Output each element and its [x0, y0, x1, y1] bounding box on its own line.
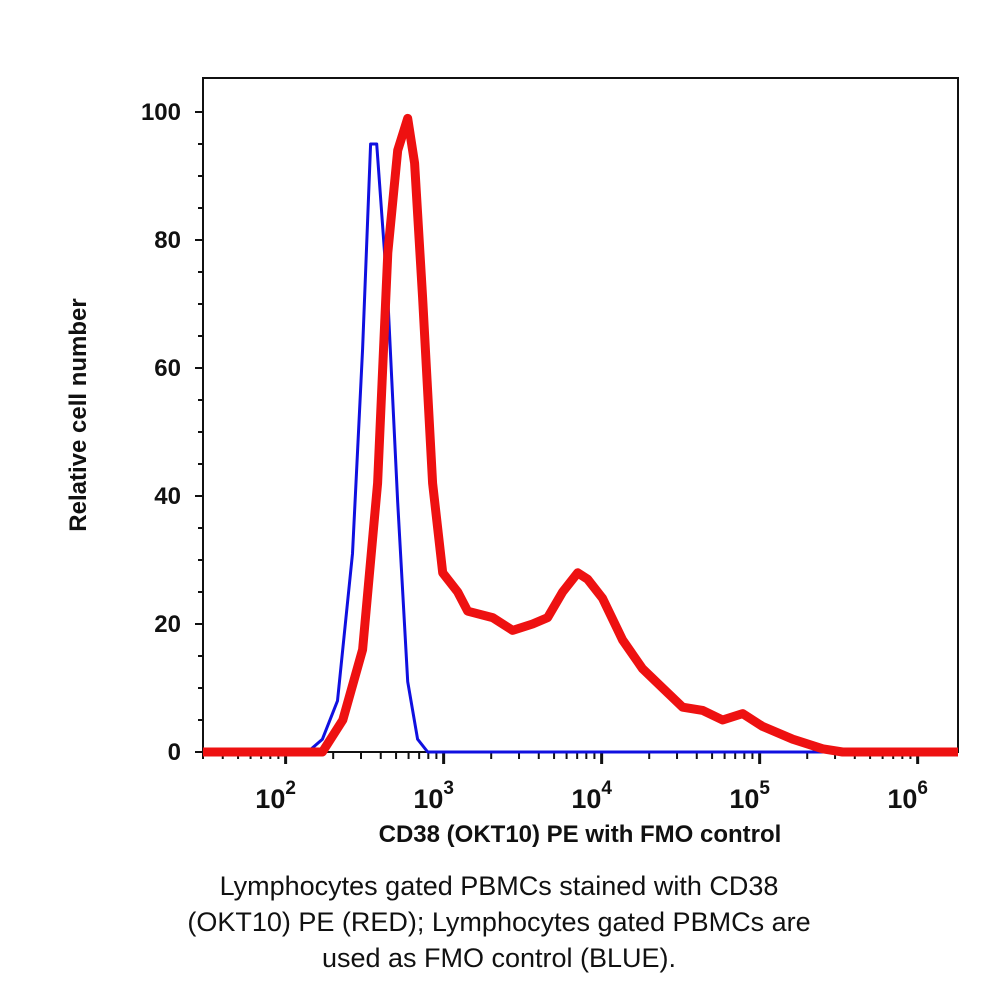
- caption-line: Lymphocytes gated PBMCs stained with CD3…: [219, 871, 779, 901]
- x-tick-label: 104: [571, 778, 612, 814]
- x-tick-base: 10: [413, 784, 443, 814]
- caption-line: (OKT10) PE (RED); Lymphocytes gated PBMC…: [187, 907, 811, 937]
- y-tick-label: 40: [154, 483, 181, 510]
- y-tick-label: 20: [154, 611, 181, 638]
- x-tick-base: 10: [571, 784, 601, 814]
- x-tick-base: 10: [887, 784, 917, 814]
- x-tick-base: 10: [255, 784, 285, 814]
- x-tick-label: 103: [413, 778, 454, 814]
- blue-fmo-series: [203, 142, 958, 754]
- x-axis-label: CD38 (OKT10) PE with FMO control: [379, 821, 782, 848]
- x-tick-base: 10: [729, 784, 759, 814]
- y-tick-label: 60: [154, 355, 181, 382]
- plot-frame: [202, 77, 959, 753]
- x-tick-label: 106: [887, 778, 928, 814]
- y-tick-label: 80: [154, 227, 181, 254]
- caption-line: used as FMO control (BLUE).: [321, 943, 677, 973]
- y-axis-label: Relative cell number: [65, 298, 92, 531]
- y-tick-label: 0: [168, 739, 181, 766]
- red-cd38-series: [203, 113, 958, 757]
- x-tick-exponent: 2: [285, 778, 296, 799]
- figure-caption: Lymphocytes gated PBMCs stained with CD3…: [0, 868, 998, 976]
- x-tick-exponent: 5: [759, 778, 770, 799]
- y-tick-label: 100: [141, 99, 181, 126]
- x-tick-exponent: 3: [443, 778, 454, 799]
- x-tick-label: 102: [255, 778, 296, 814]
- x-tick-label: 105: [729, 778, 770, 814]
- x-tick-exponent: 4: [601, 778, 612, 799]
- x-tick-exponent: 6: [917, 778, 928, 799]
